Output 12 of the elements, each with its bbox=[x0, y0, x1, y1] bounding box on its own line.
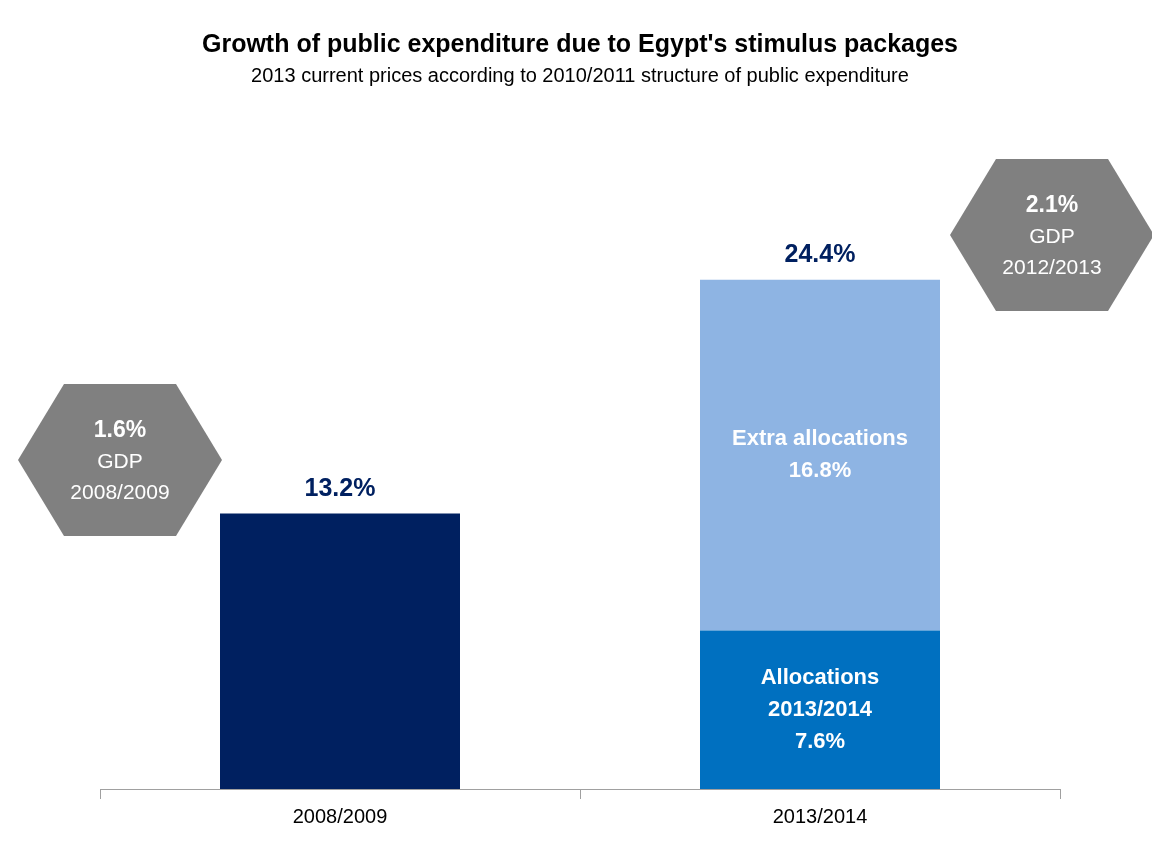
x-tick-label: 2013/2014 bbox=[772, 804, 868, 827]
total-label: 13.2% bbox=[304, 472, 376, 501]
series-label: Allocations 2013/2014 bbox=[760, 663, 880, 721]
x-tick-label: 2008/2009 bbox=[292, 804, 388, 827]
annotation: 1.6% GDP 2008/2009 bbox=[70, 414, 170, 505]
text: 2.1% GDP 2012/2013 bbox=[1002, 189, 1102, 280]
data-label: 7.6% bbox=[794, 727, 846, 753]
data-label: 16.8% bbox=[788, 457, 852, 483]
total-label: 24.4% bbox=[784, 239, 856, 268]
chart-subtitle: 2013 current prices according to 2010/2011 structure of public expenditure bbox=[251, 63, 909, 86]
chart-title: Growth of public expenditure due to Egypt's stimulus packages bbox=[201, 28, 959, 57]
series-label: Extra allocations bbox=[731, 425, 909, 451]
